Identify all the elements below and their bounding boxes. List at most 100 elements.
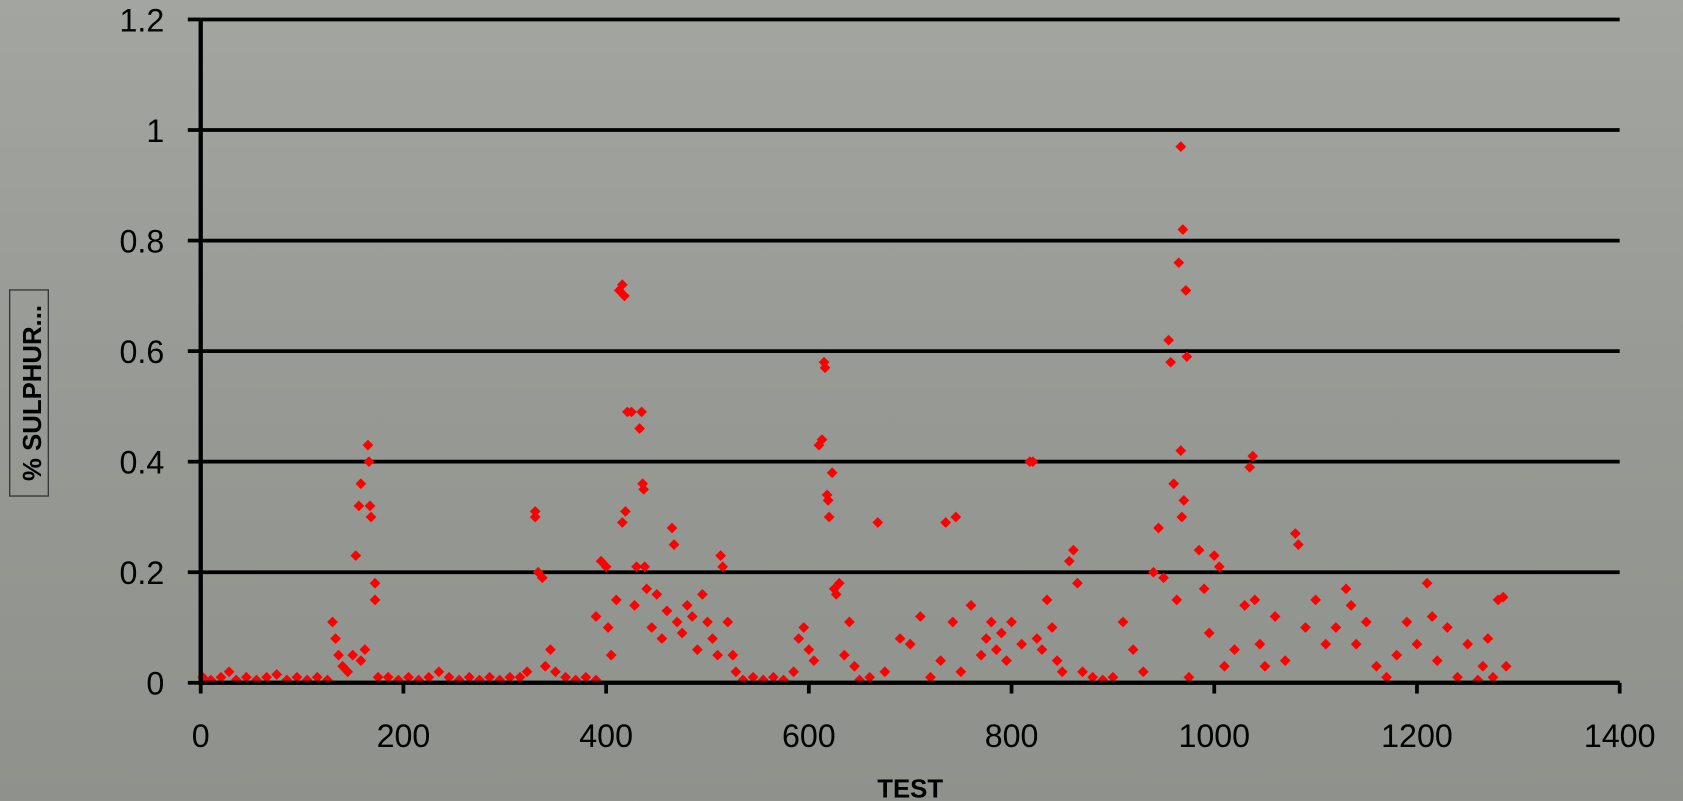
point [833, 577, 845, 589]
point [602, 622, 614, 633]
point [629, 600, 640, 611]
x-tick-label: 800 [985, 718, 1039, 754]
x-tick-label: 1200 [1381, 718, 1453, 754]
y-tick-label: 0.8 [119, 223, 164, 259]
point [788, 666, 800, 678]
point [311, 671, 323, 683]
point [1371, 660, 1382, 672]
y-axis-label: % SULPHUR... [19, 305, 47, 481]
point [1153, 522, 1164, 534]
point [950, 511, 962, 523]
x-tick-label: 200 [377, 718, 431, 754]
point [215, 671, 227, 683]
point [369, 577, 381, 589]
point [1016, 638, 1028, 650]
point [1219, 660, 1230, 672]
point [717, 561, 729, 573]
point [1487, 671, 1499, 683]
point [1350, 638, 1362, 650]
point [1293, 539, 1304, 550]
point [767, 671, 779, 683]
point [872, 517, 884, 528]
point [849, 660, 860, 672]
point [365, 511, 377, 523]
point [1310, 594, 1321, 606]
y-tick-label: 0.6 [119, 334, 164, 370]
point [433, 666, 445, 678]
point [1330, 622, 1342, 633]
point [514, 671, 526, 683]
point [1198, 583, 1210, 595]
y-tick-label: 0.4 [119, 444, 164, 480]
point [330, 633, 341, 644]
point [1411, 638, 1423, 650]
point [879, 666, 891, 678]
point [844, 616, 855, 628]
point [1401, 616, 1413, 628]
point [1279, 655, 1291, 667]
point [686, 611, 698, 622]
point [1148, 566, 1159, 578]
point [1426, 611, 1438, 622]
point [722, 616, 734, 628]
point [1137, 666, 1149, 678]
point [803, 644, 815, 655]
point [1345, 600, 1357, 611]
point [1173, 257, 1185, 269]
point [990, 644, 1002, 655]
point [996, 627, 1007, 639]
point [715, 550, 727, 562]
point [620, 506, 631, 517]
point [661, 605, 673, 617]
point [947, 616, 959, 628]
point [1477, 660, 1489, 672]
x-tick-label: 1000 [1178, 718, 1250, 754]
point [798, 622, 810, 633]
point [904, 638, 916, 650]
point [423, 671, 435, 683]
point [355, 478, 367, 490]
point [681, 600, 693, 611]
point [1181, 351, 1193, 363]
point [1107, 671, 1119, 683]
y-tick-label: 1 [146, 113, 164, 149]
point [1051, 655, 1063, 667]
point [1431, 655, 1443, 667]
point [676, 627, 688, 639]
point [1247, 450, 1259, 462]
x-tick-label: 600 [782, 718, 836, 754]
point [369, 594, 381, 606]
point [240, 671, 252, 683]
point [691, 644, 703, 655]
y-label-box [9, 289, 49, 497]
point [702, 616, 713, 628]
x-tick-label: 0 [192, 718, 210, 754]
x-tick-label: 400 [579, 718, 633, 754]
point [1239, 600, 1251, 611]
point [1046, 622, 1058, 633]
point [955, 666, 967, 678]
point [504, 671, 516, 683]
point [355, 655, 367, 667]
point [1421, 577, 1433, 589]
point [1127, 644, 1139, 655]
point [830, 588, 842, 600]
point [1168, 478, 1180, 490]
point [656, 633, 668, 644]
point [985, 616, 997, 628]
point [823, 511, 835, 523]
point [816, 434, 828, 445]
point [666, 522, 678, 534]
point [1213, 561, 1225, 573]
point [1269, 611, 1281, 622]
point [1056, 666, 1068, 678]
point [1442, 622, 1453, 633]
point [342, 666, 354, 678]
point [382, 671, 394, 683]
point [1175, 141, 1187, 152]
point [1452, 671, 1463, 683]
point [1041, 594, 1053, 606]
